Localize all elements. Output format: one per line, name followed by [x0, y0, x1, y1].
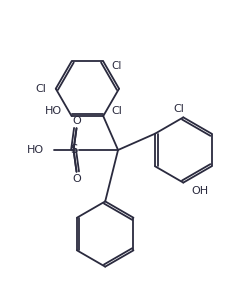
Text: HO: HO [27, 145, 44, 155]
Text: S: S [70, 144, 77, 156]
Text: Cl: Cl [111, 61, 122, 71]
Text: HO: HO [45, 106, 62, 116]
Text: O: O [72, 174, 81, 184]
Text: O: O [72, 116, 81, 126]
Text: Cl: Cl [111, 106, 122, 116]
Text: Cl: Cl [173, 105, 184, 114]
Text: OH: OH [191, 186, 208, 195]
Text: Cl: Cl [35, 84, 46, 94]
